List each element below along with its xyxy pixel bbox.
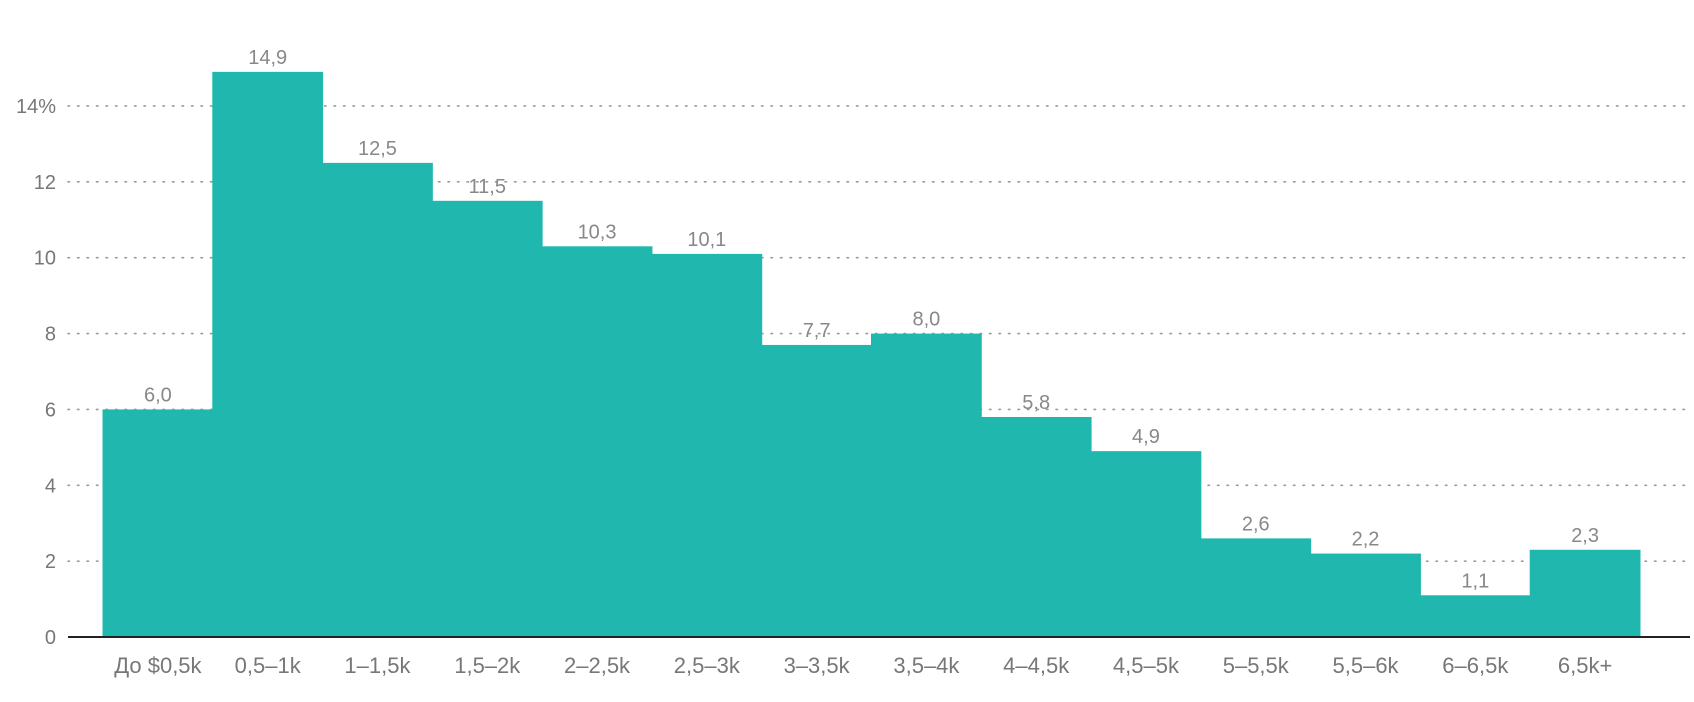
bar: [541, 246, 653, 638]
data-labels: 6,0 14,9 12,5 11,5 10,3 10,1 7,7 8,0 5,8 4,9 2,6 2,…: [144, 47, 1599, 592]
bar: [1090, 451, 1202, 637]
x-category-label: 3,5–4k: [893, 653, 960, 678]
x-category-label: 5–5,5k: [1223, 653, 1290, 678]
bar: [871, 333, 982, 637]
bar-value-label: 10,3: [578, 221, 617, 243]
x-axis-categories: До $0,5k 0,5–1k 1–1,5k 1,5–2k 2–2,5k 2,5–3k 3–…: [114, 653, 1612, 678]
bar: [212, 71, 324, 637]
bar-value-label: 2,3: [1571, 525, 1599, 547]
bar-value-label: 11,5: [469, 176, 506, 198]
x-category-label: 2–2,5k: [564, 653, 631, 678]
bar-value-label: 8,0: [912, 309, 940, 331]
bar: [980, 417, 1092, 637]
x-category-label: 5,5–6k: [1333, 653, 1400, 678]
bar: [322, 162, 433, 637]
y-tick-label: 6: [45, 399, 56, 421]
x-category-label: До $0,5k: [114, 653, 202, 678]
x-category-label: 1–1,5k: [344, 653, 411, 678]
x-category-label: 0,5–1k: [235, 653, 302, 678]
y-tick-label: 14%: [16, 96, 56, 118]
bar-value-label: 12,5: [358, 138, 397, 160]
bars: [102, 71, 1641, 638]
y-tick-label: 8: [45, 324, 56, 346]
bar: [1310, 553, 1421, 637]
bar: [1529, 549, 1641, 637]
x-category-label: 6,5k+: [1558, 653, 1612, 678]
bar-value-label: 10,1: [687, 229, 726, 251]
y-axis-ticks: 0 2 4 6 8 10 12 14%: [16, 96, 56, 649]
bar-value-label: 4,9: [1132, 426, 1160, 448]
bar-value-label: 6,0: [144, 384, 172, 406]
y-tick-label: 4: [45, 475, 56, 497]
x-category-label: 1,5–2k: [454, 653, 521, 678]
bar: [431, 200, 543, 637]
x-category-label: 2,5–3k: [674, 653, 741, 678]
bar-value-label: 2,2: [1352, 529, 1380, 551]
bar: [1419, 595, 1531, 637]
x-category-label: 4–4,5k: [1003, 653, 1070, 678]
bar-value-label: 14,9: [248, 47, 287, 69]
bar: [102, 409, 214, 637]
y-tick-label: 0: [45, 627, 56, 649]
bar-value-label: 5,8: [1022, 392, 1050, 414]
bar: [761, 344, 872, 637]
y-tick-label: 12: [34, 172, 56, 194]
bar: [1200, 538, 1312, 637]
x-category-label: 3–3,5k: [784, 653, 851, 678]
x-category-label: 6–6,5k: [1442, 653, 1509, 678]
y-tick-label: 10: [34, 248, 56, 270]
bar-value-label: 7,7: [803, 320, 831, 342]
bar-value-label: 1,1: [1461, 570, 1489, 592]
x-category-label: 4,5–5k: [1113, 653, 1180, 678]
y-tick-label: 2: [45, 551, 56, 573]
bar-value-label: 2,6: [1242, 513, 1270, 535]
bar: [651, 253, 763, 638]
